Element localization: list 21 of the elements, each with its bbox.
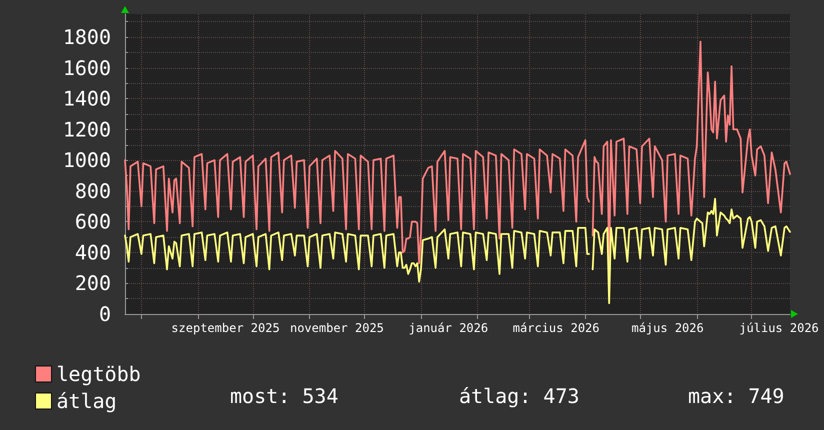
x-tick-label: január 2026 bbox=[408, 321, 488, 335]
text: átlag: 473 bbox=[459, 384, 580, 408]
y-tick-label: 1000 bbox=[62, 148, 111, 172]
x-tick-label: május 2026 bbox=[631, 321, 704, 335]
y-tick-label: 1800 bbox=[62, 25, 111, 50]
x-tick-label: július 2026 bbox=[739, 321, 819, 335]
legend-label: legtöbb bbox=[56, 362, 141, 386]
x-tick-label: november 2025 bbox=[290, 321, 384, 335]
x-tick-label: március 2026 bbox=[512, 321, 600, 335]
y-tick-label: 1200 bbox=[62, 117, 111, 142]
y-tick-label: 1600 bbox=[62, 56, 111, 80]
y-tick-label: 400 bbox=[74, 240, 111, 264]
y-tick-label: 800 bbox=[74, 178, 111, 203]
y-tick-label: 1400 bbox=[62, 86, 111, 111]
x-tick-label: szeptember 2025 bbox=[171, 321, 280, 335]
legend-label: átlag bbox=[56, 389, 117, 413]
y-tick-label: 200 bbox=[74, 271, 111, 296]
y-tick-label: 600 bbox=[74, 210, 111, 234]
text: max: 749 bbox=[688, 384, 784, 408]
y-tick-label: 0 bbox=[98, 302, 111, 326]
text: most: 534 bbox=[230, 384, 338, 408]
